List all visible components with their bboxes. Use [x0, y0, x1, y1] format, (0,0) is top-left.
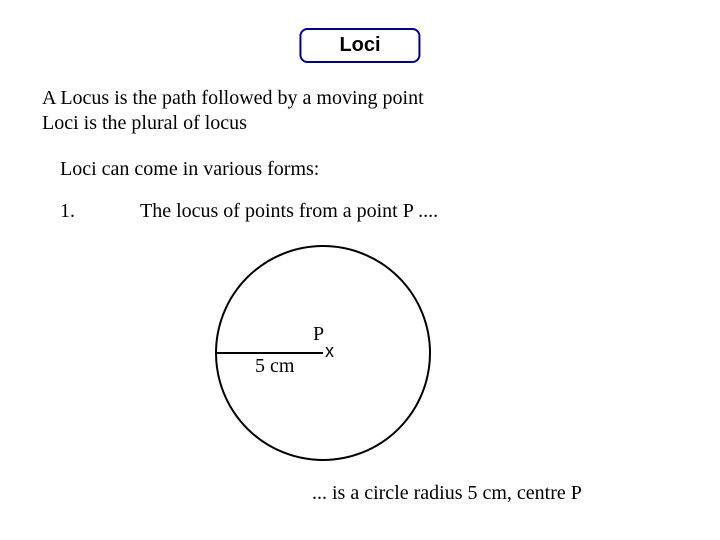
definition-line-2: Loci is the plural of locus	[42, 111, 424, 136]
radius-label: 5 cm	[255, 355, 294, 378]
item-text: The locus of points from a point P ....	[140, 200, 438, 223]
radius-line	[217, 352, 323, 354]
forms-intro: Loci can come in various forms:	[60, 158, 319, 181]
definition-block: A Locus is the path followed by a moving…	[42, 86, 424, 136]
circle-diagram: P x 5 cm	[215, 245, 435, 465]
conclusion-text: ... is a circle radius 5 cm, centre P	[312, 482, 582, 505]
definition-line-1: A Locus is the path followed by a moving…	[42, 86, 424, 111]
point-p-label: P	[313, 323, 324, 346]
center-mark: x	[325, 341, 334, 362]
item-number: 1.	[60, 200, 75, 223]
title-box: Loci	[299, 28, 420, 63]
page-title: Loci	[339, 34, 380, 56]
